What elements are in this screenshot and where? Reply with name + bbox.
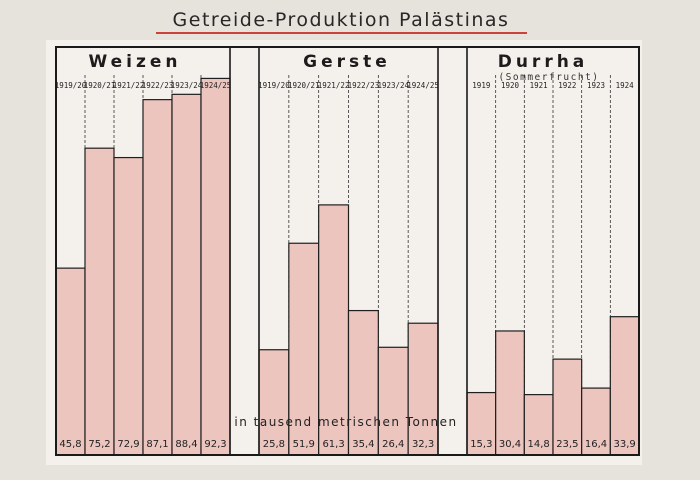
bar — [609, 316, 640, 456]
year-label: 1920 — [501, 81, 520, 90]
year-label: 1922/23 — [142, 81, 174, 90]
data-label: 87,1 — [146, 439, 168, 450]
year-label: 1924/25 — [407, 81, 439, 90]
bar — [142, 99, 173, 456]
bar — [495, 330, 525, 456]
groups-layer: Weizen1919/201920/211921/221922/231923/2… — [55, 46, 640, 456]
bar-group-0: Weizen1919/201920/211921/221922/231923/2… — [55, 46, 232, 456]
year-label: 1922 — [558, 81, 576, 90]
year-label: 1921/22 — [113, 81, 145, 90]
year-label: 1924 — [616, 81, 635, 90]
year-label: 1923/24 — [171, 81, 203, 90]
data-label: 25,8 — [263, 439, 285, 450]
year-label: 1923/24 — [377, 81, 409, 90]
data-label: 45,8 — [59, 439, 81, 450]
data-label: 26,4 — [382, 439, 404, 450]
bar — [318, 204, 350, 456]
data-label: 51,9 — [293, 439, 315, 450]
year-label: 1919/20 — [55, 81, 87, 90]
bar — [55, 267, 86, 456]
data-label: 88,4 — [175, 439, 197, 450]
year-label: 1921 — [530, 81, 548, 90]
data-label: 32,3 — [412, 439, 434, 450]
year-label: 1920/21 — [288, 81, 320, 90]
chart-title: Getreide-Produktion Palästinas — [173, 9, 510, 31]
year-label: 1920/21 — [84, 81, 116, 90]
year-label: 1919 — [472, 81, 490, 90]
bar — [171, 93, 202, 456]
data-label: 33,9 — [614, 439, 636, 450]
year-label: 1922/23 — [348, 81, 380, 90]
data-label: 75,2 — [88, 439, 110, 450]
bar-group-1: Gerste 1919/201920/211921/221922/231923/2… — [258, 46, 439, 456]
data-label: 16,4 — [585, 439, 607, 450]
unit-label: in tausend metrischen Tonnen — [234, 415, 457, 429]
bar — [581, 387, 611, 456]
data-label: 61,3 — [322, 439, 344, 450]
bar — [523, 394, 554, 456]
bar — [407, 322, 439, 456]
bar — [84, 147, 115, 456]
year-label: 1923 — [587, 81, 605, 90]
data-label: 23,5 — [556, 439, 578, 450]
chart-frame — [55, 46, 640, 456]
group-subtitle: (Sommerfrucht) — [498, 72, 599, 83]
bar — [200, 77, 231, 456]
data-label: 72,9 — [117, 439, 139, 450]
bar — [347, 309, 379, 456]
data-label: 30,4 — [499, 439, 521, 450]
year-label: 1919/20 — [258, 81, 290, 90]
group-title: Weizen — [88, 52, 181, 72]
bar — [377, 346, 409, 456]
data-label: 92,3 — [204, 439, 226, 450]
group-title: Gerste — [303, 52, 391, 72]
data-label: 35,4 — [352, 439, 374, 450]
bar — [113, 156, 144, 456]
group-title: Durrha — [498, 52, 589, 72]
year-label: 1924/25 — [200, 81, 232, 90]
data-label: 15,3 — [470, 439, 492, 450]
bar — [552, 358, 583, 456]
bar-group-2: Durrha(Sommerfrucht) 1919 1920 1921 1922 1923… — [466, 46, 640, 456]
data-label: 14,8 — [528, 439, 550, 450]
year-label: 1921/22 — [318, 81, 350, 90]
